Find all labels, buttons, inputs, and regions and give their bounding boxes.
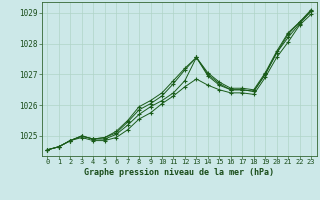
X-axis label: Graphe pression niveau de la mer (hPa): Graphe pression niveau de la mer (hPa) bbox=[84, 168, 274, 177]
